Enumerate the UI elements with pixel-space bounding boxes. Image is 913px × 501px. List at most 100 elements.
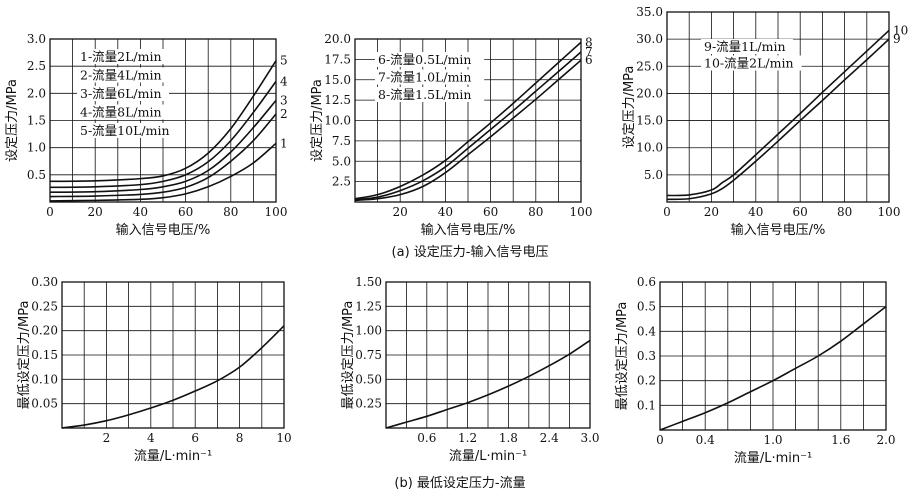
legend-backdrop [77, 123, 178, 138]
legend-entry: 3-流量6L/min [80, 86, 162, 101]
y-axis-label: 设定压力/MPa [5, 79, 20, 162]
y-tick-label: 15.0 [324, 73, 351, 87]
legend-entry: 4-流量8L/min [80, 105, 162, 120]
y-tick-label: 1.0 [27, 141, 46, 155]
plot-frame [49, 38, 277, 203]
y-axis-label: 设定压力/MPa [310, 79, 325, 162]
x-axis-label: 流量/L·min⁻¹ [449, 449, 527, 464]
x-tick-label: 60 [178, 205, 193, 219]
y-axis-label: 最低设定压力/MPa [17, 301, 32, 410]
plot-frame [354, 38, 582, 203]
legend-backdrop [77, 86, 169, 101]
x-tick-label: 0 [663, 205, 671, 219]
y-tick-label: 15.0 [636, 114, 663, 128]
legend-entry: 8-流量1.5L/min [378, 87, 471, 102]
plot-frame [385, 281, 591, 429]
legend-backdrop [77, 67, 169, 83]
y-tick-label: 0.50 [355, 372, 382, 386]
x-tick-label: 80 [837, 205, 852, 219]
x-tick-label: 60 [793, 205, 808, 219]
x-tick-label: 80 [223, 205, 238, 219]
series-line-3 [49, 99, 277, 194]
x-tick-label: 3.0 [580, 431, 599, 445]
chart-a1: 0 20 40 60 80 100 0.5 1.0 1.5 2.0 2.5 3.0 输入信号电压/% 设定… [5, 32, 288, 238]
y-tick-label: 30.0 [636, 32, 663, 46]
legend-entry: 7-流量1.0L/min [378, 70, 471, 85]
y-tick-label: 10.0 [636, 141, 663, 155]
legend-entry: 5-流量10L/min [80, 123, 170, 138]
y-tick-label: 0.3 [637, 349, 656, 363]
y-tick-label: 0.1 [637, 398, 656, 412]
legend-entry: 1-流量2L/min [80, 49, 162, 64]
x-tick-label: 60 [483, 205, 498, 219]
y-tick-label: 0.10 [31, 372, 58, 386]
chart-a2: 20 40 60 80 100 2.5 5.0 7.5 10.0 12.5 15.0 17.5 20.0… [310, 32, 593, 238]
y-tick-label: 5.0 [332, 154, 351, 168]
x-tick-label: 80 [528, 205, 543, 219]
series-end-label: 1 [280, 136, 288, 150]
series-line-min [385, 339, 591, 429]
y-axis-label: 设定压力/MPa [622, 66, 637, 149]
chart-b1: 2 4 6 8 10 0.05 0.10 0.15 0.20 0.25 0.30 流量/L·min⁻¹… [17, 275, 292, 464]
series-line-8 [354, 41, 582, 200]
charts-layer: 0 20 40 60 80 1000.51.01.52.02.53.0输入信号电压/%设定… [5, 5, 908, 466]
y-tick-label: 10.0 [324, 114, 351, 128]
y-tick-label: 0.20 [31, 324, 58, 338]
legend-entry: 10-流量2L/min [704, 56, 794, 71]
series-end-label: 6 [585, 53, 593, 67]
y-tick-label: 0.5 [637, 300, 656, 314]
series-line-9 [666, 38, 890, 201]
x-tick-label: 2.4 [540, 431, 559, 445]
x-tick-label: 40 [748, 205, 763, 219]
x-tick-label: 100 [878, 205, 901, 219]
y-tick-label: 2.5 [27, 59, 46, 73]
series-end-label: 10 [893, 23, 908, 37]
x-tick-label: 40 [438, 205, 453, 219]
chart-b2: 0.6 1.2 1.8 2.4 3.0 0.25 0.50 0.75 1.00 1.25 1.50 流… [341, 275, 600, 464]
y-tick-label: 0.4 [637, 324, 656, 338]
chart-b3: 0 0.4 1.0 1.6 2.0 0.1 0.2 0.3 0.4 0.5 0.6 流量/L·min⁻… [615, 275, 896, 466]
x-tick-label: 10 [276, 431, 291, 445]
y-tick-label: 7.5 [332, 134, 351, 148]
legend-entry: 6-流量0.5L/min [378, 52, 471, 67]
caption-top: (a) 设定压力-输入信号电压 [392, 244, 549, 260]
y-tick-label: 0.30 [31, 275, 58, 289]
x-axis-label: 输入信号电压/% [116, 222, 211, 238]
x-tick-label: 4 [147, 431, 155, 445]
y-tick-label: 1.25 [355, 299, 382, 313]
series-line-min [61, 325, 285, 429]
y-tick-label: 25.0 [636, 59, 663, 73]
series-line-min [659, 306, 887, 431]
series-line-4 [49, 80, 277, 189]
series-end-label: 8 [585, 35, 593, 49]
series-line-6 [354, 59, 582, 202]
y-tick-label: 1.00 [355, 324, 382, 338]
y-tick-label: 0.5 [27, 168, 46, 182]
plot-frame [61, 281, 285, 429]
y-tick-label: 35.0 [636, 5, 663, 19]
legend-backdrop [375, 69, 485, 85]
series-line-5 [49, 60, 277, 183]
y-tick-label: 20.0 [636, 86, 663, 100]
legend-entry: 2-流量4L/min [80, 68, 162, 83]
plot-frame [666, 11, 890, 203]
y-tick-label: 0.15 [31, 348, 58, 362]
x-axis-label: 流量/L·min⁻¹ [134, 449, 212, 464]
x-tick-label: 100 [570, 205, 593, 219]
series-end-label: 9 [893, 32, 901, 46]
x-tick-label: 1.6 [831, 433, 850, 447]
x-tick-label: 8 [236, 431, 244, 445]
x-tick-label: 20 [393, 205, 408, 219]
y-tick-label: 3.0 [27, 32, 46, 46]
x-tick-label: 0 [46, 205, 54, 219]
legend-backdrop [701, 55, 802, 71]
series-end-label: 2 [280, 107, 288, 121]
y-tick-label: 1.5 [27, 114, 46, 128]
x-tick-label: 1.8 [499, 431, 518, 445]
legend-backdrop [375, 87, 485, 102]
series-line-2 [49, 113, 277, 198]
chart-a3: 0 20 40 60 80 100 5.0 10.0 15.0 20.0 25.0 30.0 35.0 输… [622, 5, 908, 238]
y-tick-label: 2.5 [332, 175, 351, 189]
x-axis-label: 流量/L·min⁻¹ [734, 451, 812, 466]
